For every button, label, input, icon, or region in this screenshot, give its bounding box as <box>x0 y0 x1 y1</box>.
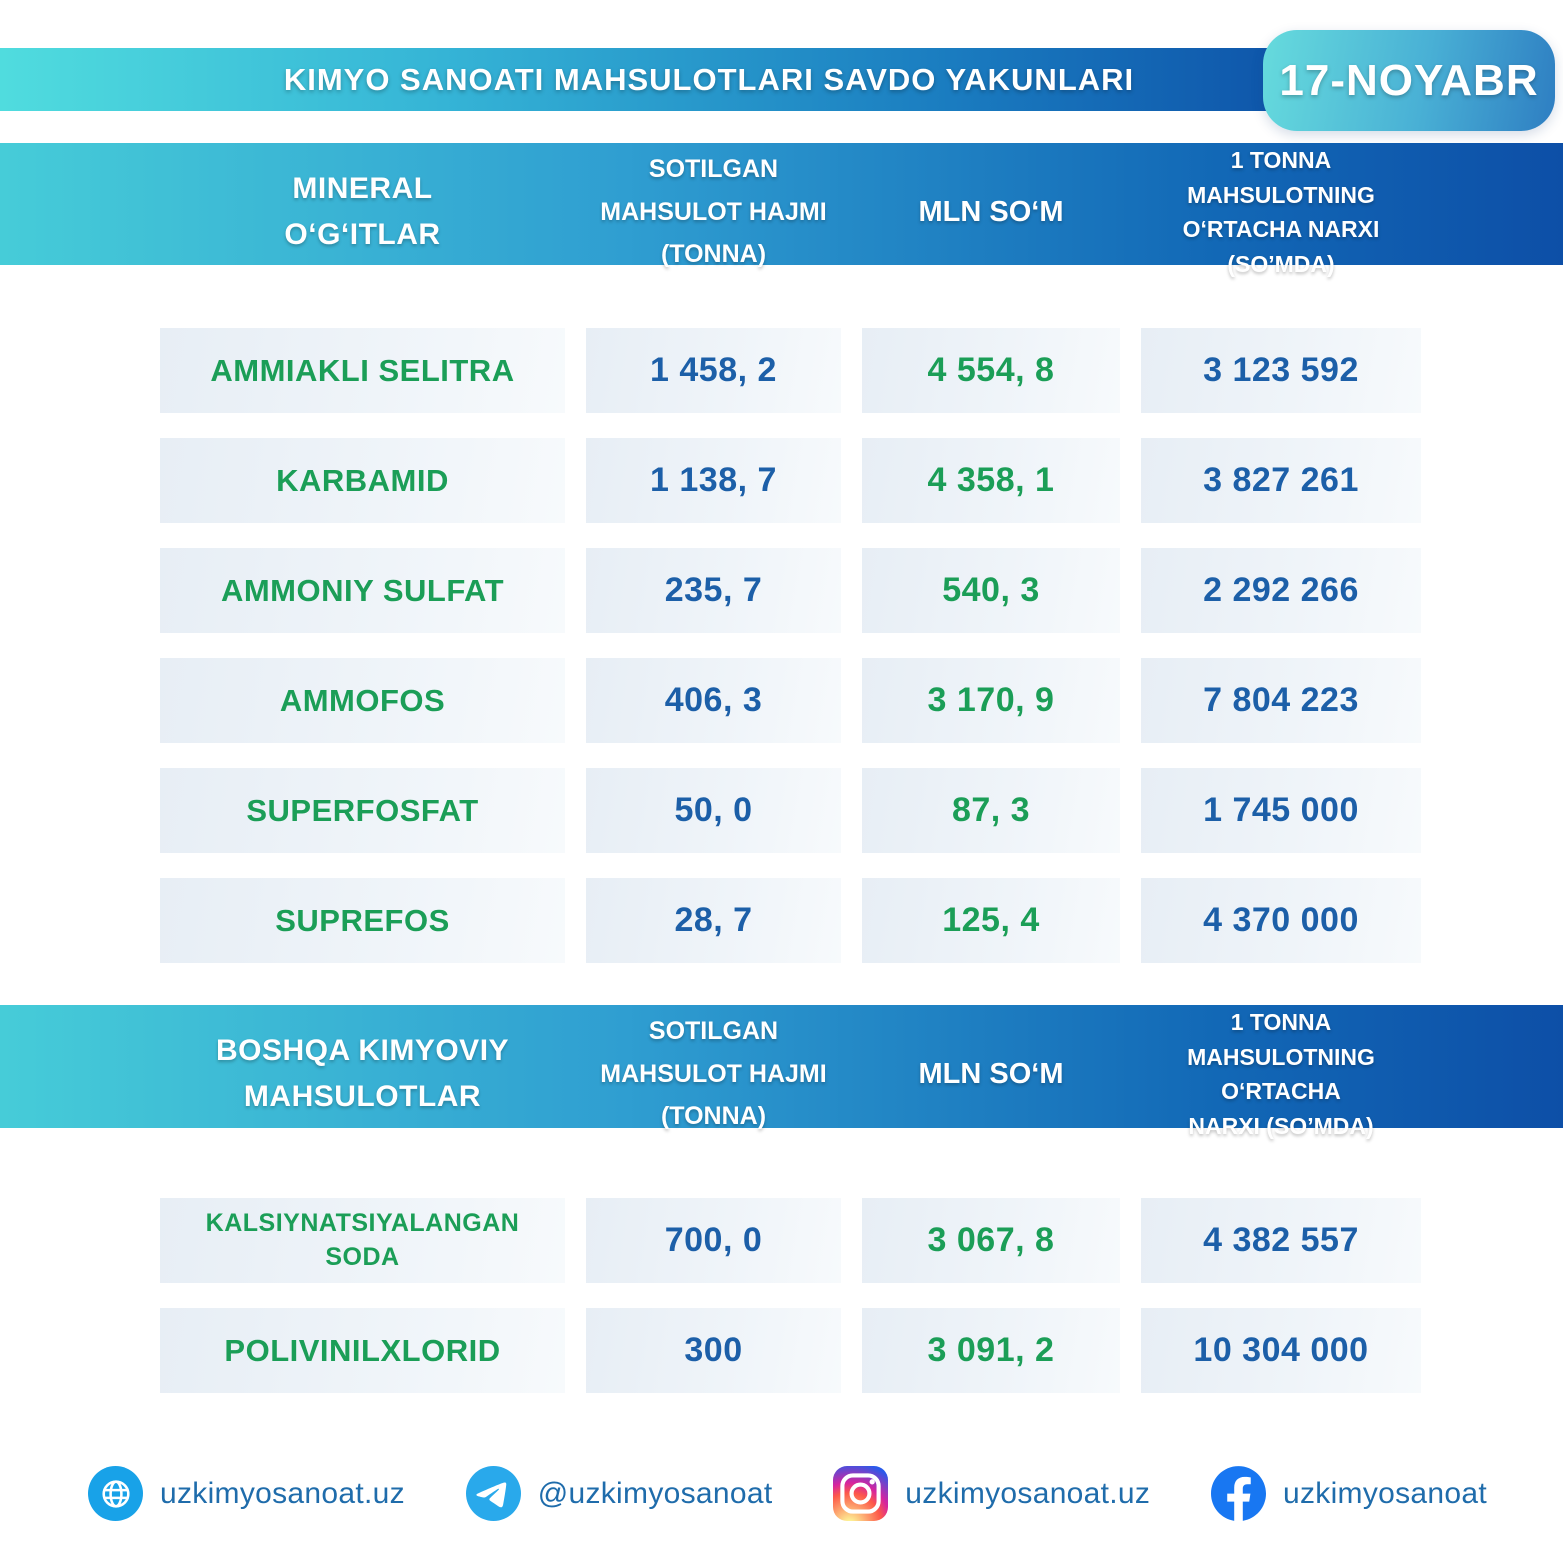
volume-cell: 700, 0 <box>586 1198 841 1283</box>
product-name-cell: SUPREFOS <box>160 878 565 963</box>
column-header-mln-som: MLN SOʻM <box>918 1057 1064 1090</box>
volume-cell: 300 <box>586 1308 841 1393</box>
price-cell: 3 123 592 <box>1141 328 1421 413</box>
product-name-cell: AMMONIY SULFAT <box>160 548 565 633</box>
table-row: POLIVINILXLORID 300 3 091, 2 10 304 000 <box>160 1308 1421 1393</box>
social-footer: uzkimyosanoat.uz @uzkimyosanoat uzkimyos… <box>0 1466 1563 1521</box>
section-header-mineral: MINERAL OʻGʻITLAR SOTILGAN MAHSULOT HAJM… <box>0 143 1563 277</box>
price-cell: 4 370 000 <box>1141 878 1421 963</box>
column-header-volume: SOTILGAN MAHSULOT HAJMI (TONNA) <box>600 1017 827 1131</box>
footer-telegram: @uzkimyosanoat <box>465 1466 773 1521</box>
volume-cell: 406, 3 <box>586 658 841 743</box>
volume-cell: 50, 0 <box>586 768 841 853</box>
telegram-icon <box>465 1466 521 1521</box>
table-row: KARBAMID 1 138, 7 4 358, 1 3 827 261 <box>160 438 1421 523</box>
footer-instagram: uzkimyosanoat.uz <box>833 1466 1150 1521</box>
product-name-cell: KALSIYNATSIYALANGAN SODA <box>160 1198 565 1283</box>
column-header-price: 1 TONNA MAHSULOTNING OʻRTACHA NARXI (SO’… <box>1182 147 1380 277</box>
mln-som-cell: 540, 3 <box>862 548 1120 633</box>
other-chemicals-table-body: KALSIYNATSIYALANGAN SODA 700, 0 3 067, 8… <box>0 1198 1563 1418</box>
mln-som-cell: 87, 3 <box>862 768 1120 853</box>
column-header-price: 1 TONNA MAHSULOTNING OʻRTACHA NARXI (SO’… <box>1187 1009 1375 1139</box>
date-badge: 17-NOYABR <box>1263 30 1555 131</box>
footer-website: uzkimyosanoat.uz <box>88 1466 405 1521</box>
product-name-cell: AMMOFOS <box>160 658 565 743</box>
column-header-product: MINERAL OʻGʻITLAR <box>284 171 441 252</box>
price-cell: 7 804 223 <box>1141 658 1421 743</box>
mln-som-cell: 3 067, 8 <box>862 1198 1120 1283</box>
table-row: SUPERFOSFAT 50, 0 87, 3 1 745 000 <box>160 768 1421 853</box>
price-cell: 10 304 000 <box>1141 1308 1421 1393</box>
website-label: uzkimyosanoat.uz <box>160 1476 405 1510</box>
volume-cell: 28, 7 <box>586 878 841 963</box>
mln-som-cell: 125, 4 <box>862 878 1120 963</box>
facebook-icon <box>1211 1466 1266 1521</box>
instagram-label: uzkimyosanoat.uz <box>905 1476 1151 1510</box>
volume-cell: 1 138, 7 <box>586 438 841 523</box>
page-title: KIMYO SANOATI MAHSULOTLARI SAVDO YAKUNLA… <box>283 61 1135 97</box>
mln-som-cell: 4 358, 1 <box>862 438 1120 523</box>
title-bar: KIMYO SANOATI MAHSULOTLARI SAVDO YAKUNLA… <box>0 48 1268 111</box>
product-name-cell: AMMIAKLI SELITRA <box>160 328 565 413</box>
instagram-icon <box>833 1466 889 1521</box>
volume-cell: 1 458, 2 <box>586 328 841 413</box>
table-row: AMMONIY SULFAT 235, 7 540, 3 2 292 266 <box>160 548 1421 633</box>
globe-icon <box>88 1466 143 1521</box>
price-cell: 3 827 261 <box>1141 438 1421 523</box>
price-cell: 1 745 000 <box>1141 768 1421 853</box>
table-row: AMMOFOS 406, 3 3 170, 9 7 804 223 <box>160 658 1421 743</box>
table-row: KALSIYNATSIYALANGAN SODA 700, 0 3 067, 8… <box>160 1198 1421 1283</box>
mln-som-cell: 4 554, 8 <box>862 328 1120 413</box>
section-header-other-chemicals: BOSHQA KIMYOVIY MAHSULOTLAR SOTILGAN MAH… <box>0 1005 1563 1139</box>
telegram-label: @uzkimyosanoat <box>537 1476 773 1510</box>
facebook-label: uzkimyosanoat <box>1283 1476 1487 1510</box>
table-row: SUPREFOS 28, 7 125, 4 4 370 000 <box>160 878 1421 963</box>
column-header-product: BOSHQA KIMYOVIY MAHSULOTLAR <box>215 1033 510 1114</box>
column-header-volume: SOTILGAN MAHSULOT HAJMI (TONNA) <box>600 155 827 269</box>
price-cell: 2 292 266 <box>1141 548 1421 633</box>
volume-cell: 235, 7 <box>586 548 841 633</box>
column-header-mln-som: MLN SOʻM <box>918 195 1064 228</box>
price-cell: 4 382 557 <box>1141 1198 1421 1283</box>
mln-som-cell: 3 091, 2 <box>862 1308 1120 1393</box>
product-name-cell: POLIVINILXLORID <box>160 1308 565 1393</box>
footer-facebook: uzkimyosanoat <box>1211 1466 1487 1521</box>
product-name-cell: KARBAMID <box>160 438 565 523</box>
mineral-table-body: AMMIAKLI SELITRA 1 458, 2 4 554, 8 3 123… <box>0 328 1563 988</box>
product-name-cell: SUPERFOSFAT <box>160 768 565 853</box>
date-badge-label: 17-NOYABR <box>1279 55 1539 105</box>
mln-som-cell: 3 170, 9 <box>862 658 1120 743</box>
table-row: AMMIAKLI SELITRA 1 458, 2 4 554, 8 3 123… <box>160 328 1421 413</box>
